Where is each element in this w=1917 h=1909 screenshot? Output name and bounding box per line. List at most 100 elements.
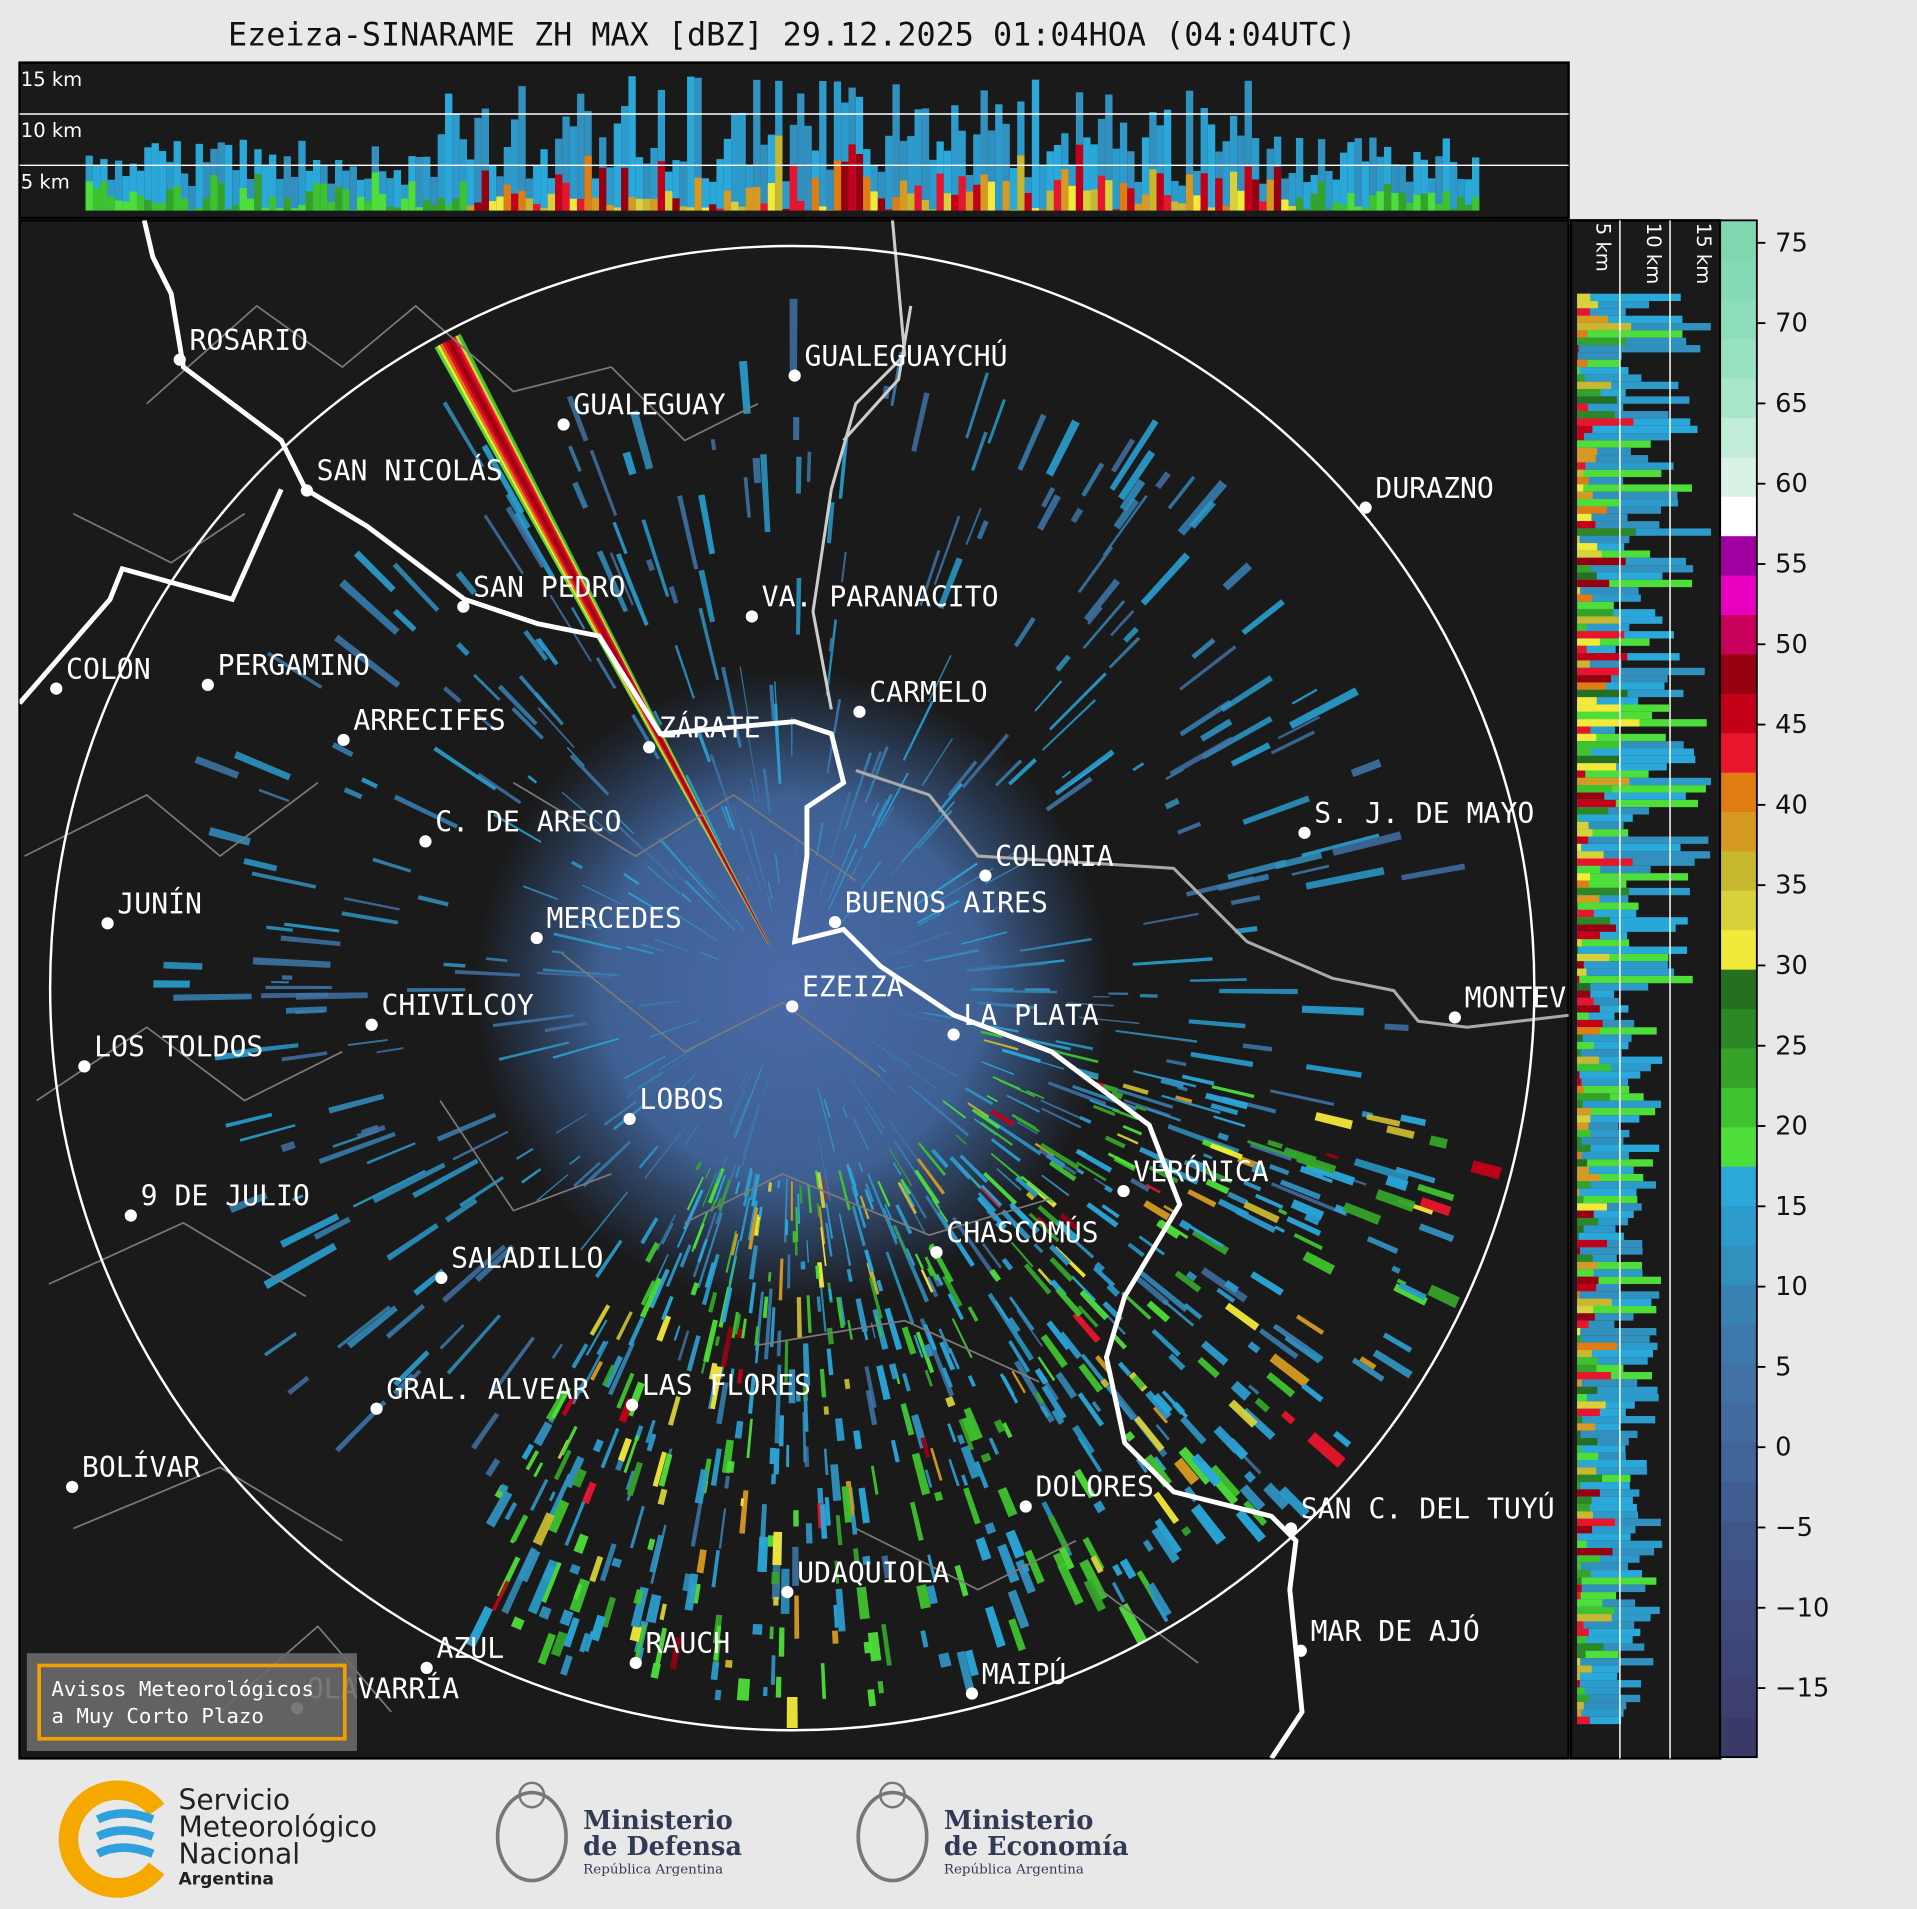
echo-column	[276, 178, 284, 211]
echo-cell	[595, 1239, 623, 1278]
echo-cell	[1263, 1482, 1291, 1510]
echo-cell	[1101, 1204, 1120, 1219]
echo-column	[1185, 90, 1194, 211]
echo-column	[687, 76, 695, 211]
echo-row	[1577, 1166, 1589, 1174]
echo-cell	[1296, 1153, 1337, 1174]
echo-cell	[710, 1661, 720, 1681]
echo-cell	[1138, 1235, 1165, 1256]
echo-cell	[1189, 500, 1216, 529]
echo-cell	[741, 1101, 761, 1167]
echo-row	[1577, 1606, 1660, 1615]
echo-cell	[1110, 1090, 1124, 1100]
colorbar-band	[1720, 732, 1757, 773]
echo-row	[1577, 902, 1639, 910]
echo-column	[635, 198, 644, 211]
echo-row	[1577, 880, 1627, 888]
echo-cell	[1179, 645, 1237, 691]
echo-cell	[243, 858, 278, 872]
echo-cell	[407, 988, 466, 992]
echo-column	[694, 77, 702, 211]
echo-column	[965, 191, 974, 211]
echo-cell	[510, 1514, 529, 1543]
echo-column	[158, 151, 167, 211]
city-dot	[1448, 1011, 1461, 1024]
echo-cell	[1191, 1453, 1222, 1487]
echo-cell	[767, 1182, 772, 1192]
echo-cell	[1045, 1152, 1066, 1169]
echo-cell	[702, 1172, 718, 1207]
echo-column	[136, 195, 145, 211]
echo-row	[1577, 1511, 1593, 1519]
echo-cell	[485, 1490, 513, 1528]
echo-row	[1577, 653, 1680, 661]
echo-cell	[954, 964, 1000, 971]
echo-row	[1577, 352, 1578, 360]
echo-cell	[1016, 1309, 1043, 1347]
echo-cell	[1045, 776, 1093, 812]
echo-column	[239, 188, 247, 211]
echo-row	[1577, 755, 1696, 764]
echo-cell	[683, 1189, 704, 1231]
echo-cell	[758, 1206, 763, 1218]
height-label: 5 km	[21, 171, 70, 194]
colorbar-band	[1720, 1363, 1757, 1404]
echo-cell	[815, 822, 824, 856]
echo-cell	[998, 1079, 1036, 1098]
echo-cell	[1048, 1515, 1071, 1553]
echo-cell	[852, 1548, 860, 1563]
echo-cell	[742, 1171, 753, 1207]
notice-border[interactable]	[37, 1663, 347, 1741]
echo-cell	[1132, 762, 1145, 772]
echo-cell	[920, 900, 956, 920]
echo-cell	[553, 932, 622, 951]
echo-row	[1577, 1071, 1580, 1079]
echo-column	[1325, 209, 1333, 211]
echo-cell	[1122, 1125, 1143, 1136]
echo-cell	[722, 1156, 728, 1167]
echo-column	[1193, 170, 1201, 211]
echo-column	[613, 207, 622, 211]
echo-row	[1577, 1247, 1580, 1255]
echo-row	[1577, 1445, 1626, 1453]
echo-cell	[1079, 1115, 1092, 1124]
echo-row	[1577, 1386, 1658, 1395]
echo-cell	[1211, 1464, 1241, 1497]
echo-column	[467, 159, 475, 211]
echo-cell	[664, 1074, 696, 1104]
echo-cell	[393, 794, 458, 829]
echo-row	[1577, 1144, 1660, 1152]
echo-column	[870, 191, 878, 211]
echo-cell	[534, 691, 564, 726]
echo-cell	[980, 1121, 1013, 1146]
echo-cell	[818, 1205, 826, 1245]
echo-cell	[1197, 1356, 1220, 1379]
echo-column	[819, 206, 827, 211]
echo-cell	[778, 1258, 784, 1301]
echo-column	[1229, 171, 1238, 211]
echo-column	[826, 169, 834, 211]
echo-row	[1577, 631, 1674, 639]
echo-cell	[385, 1304, 426, 1339]
echo-cell	[726, 1460, 735, 1473]
city-dot	[201, 678, 214, 692]
echo-cell	[806, 1295, 812, 1334]
echo-row	[1577, 1687, 1620, 1695]
echo-cell	[698, 494, 716, 555]
echo-cell	[1078, 1016, 1140, 1025]
city-label: CHIVILCOY	[381, 989, 533, 1022]
echo-column	[929, 159, 937, 211]
echo-cell	[1251, 1163, 1266, 1176]
city-label: C. DE ARECO	[435, 806, 621, 839]
echo-row	[1577, 667, 1705, 676]
echo-cell	[566, 746, 585, 767]
echo-cell	[786, 1444, 790, 1468]
echo-cell	[762, 1078, 769, 1096]
echo-cell	[1134, 1416, 1165, 1452]
echo-row	[1577, 785, 1612, 793]
echo-row	[1577, 367, 1629, 375]
echo-cell	[888, 1054, 938, 1090]
echo-column	[1105, 180, 1113, 211]
echo-cell	[1187, 1189, 1217, 1208]
echo-row	[1577, 440, 1581, 448]
